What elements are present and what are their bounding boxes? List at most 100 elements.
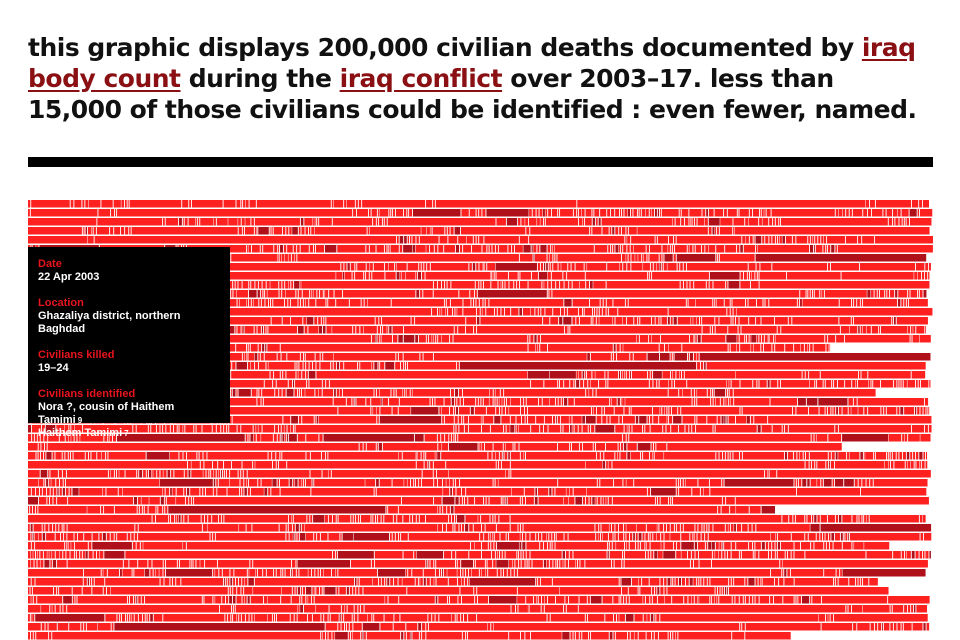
incident-stripe[interactable] (916, 461, 920, 469)
incident-stripe[interactable] (745, 218, 749, 226)
incident-stripe[interactable] (698, 524, 702, 532)
incident-stripe[interactable] (171, 470, 174, 478)
incident-stripe[interactable] (559, 317, 563, 325)
incident-stripe[interactable] (433, 281, 437, 289)
incident-stripe[interactable] (414, 434, 424, 442)
incident-stripe[interactable] (353, 533, 390, 541)
incident-stripe[interactable] (121, 200, 125, 208)
incident-stripe[interactable] (503, 443, 506, 451)
incident-stripe[interactable] (441, 407, 450, 415)
incident-stripe[interactable] (499, 398, 502, 406)
incident-stripe[interactable] (613, 533, 615, 541)
incident-stripe[interactable] (332, 515, 336, 523)
incident-stripe[interactable] (919, 200, 923, 208)
incident-stripe[interactable] (339, 614, 341, 622)
incident-stripe[interactable] (708, 542, 712, 550)
incident-stripe[interactable] (46, 452, 52, 460)
incident-stripe[interactable] (240, 479, 244, 487)
incident-stripe[interactable] (371, 209, 377, 217)
incident-stripe[interactable] (69, 623, 81, 631)
incident-stripe[interactable] (761, 506, 775, 514)
incident-stripe[interactable] (756, 524, 810, 532)
incident-stripe[interactable] (511, 569, 514, 577)
incident-stripe[interactable] (442, 281, 445, 289)
incident-stripe[interactable] (57, 497, 68, 505)
incident-stripe[interactable] (547, 614, 550, 622)
incident-stripe[interactable] (607, 542, 609, 550)
incident-stripe[interactable] (412, 245, 416, 253)
incident-stripe[interactable] (438, 479, 443, 487)
incident-stripe[interactable] (740, 281, 750, 289)
incident-stripe[interactable] (136, 425, 148, 433)
incident-stripe[interactable] (633, 209, 637, 217)
incident-stripe[interactable] (335, 569, 338, 577)
incident-stripe[interactable] (410, 389, 412, 397)
incident-stripe[interactable] (510, 398, 521, 406)
incident-stripe[interactable] (496, 542, 519, 550)
incident-stripe[interactable] (769, 299, 797, 307)
incident-stripe[interactable] (420, 578, 423, 586)
incident-stripe[interactable] (59, 434, 65, 442)
incident-stripe[interactable] (375, 560, 426, 568)
incident-stripe[interactable] (820, 371, 859, 379)
incident-stripe[interactable] (681, 371, 684, 379)
incident-stripe[interactable] (502, 407, 505, 415)
incident-stripe[interactable] (611, 209, 615, 217)
incident-stripe[interactable] (725, 452, 728, 460)
incident-stripe[interactable] (531, 632, 562, 640)
incident-stripe[interactable] (139, 506, 142, 514)
incident-stripe[interactable] (290, 425, 293, 433)
incident-stripe[interactable] (510, 524, 518, 532)
incident-stripe[interactable] (376, 479, 379, 487)
incident-stripe[interactable] (74, 434, 77, 442)
incident-stripe[interactable] (661, 317, 667, 325)
incident-stripe[interactable] (496, 272, 508, 280)
incident-stripe[interactable] (816, 434, 828, 442)
incident-stripe[interactable] (520, 452, 524, 460)
incident-stripe[interactable] (508, 245, 512, 253)
incident-stripe[interactable] (285, 569, 291, 577)
incident-stripe[interactable] (282, 452, 306, 460)
incident-stripe[interactable] (672, 353, 674, 361)
incident-stripe[interactable] (543, 263, 546, 271)
incident-stripe[interactable] (53, 587, 57, 595)
incident-stripe[interactable] (600, 533, 603, 541)
incident-stripe[interactable] (441, 569, 443, 577)
incident-stripe[interactable] (434, 560, 436, 568)
incident-stripe[interactable] (605, 443, 618, 451)
incident-stripe[interactable] (544, 605, 564, 613)
incident-stripe[interactable] (160, 578, 164, 586)
incident-stripe[interactable] (918, 380, 921, 388)
incident-stripe[interactable] (659, 209, 661, 217)
incident-stripe[interactable] (167, 470, 171, 478)
incident-stripe[interactable] (739, 452, 742, 460)
incident-stripe[interactable] (499, 515, 510, 523)
incident-stripe[interactable] (543, 542, 547, 550)
incident-stripe[interactable] (897, 380, 899, 388)
incident-stripe[interactable] (724, 398, 726, 406)
incident-stripe[interactable] (344, 362, 358, 370)
incident-stripe[interactable] (359, 587, 363, 595)
incident-stripe[interactable] (379, 479, 392, 487)
incident-stripe[interactable] (527, 416, 536, 424)
incident-stripe[interactable] (694, 281, 706, 289)
incident-stripe[interactable] (320, 569, 324, 577)
incident-stripe[interactable] (28, 452, 36, 460)
incident-stripe[interactable] (38, 443, 41, 451)
incident-stripe[interactable] (636, 524, 646, 532)
incident-stripe[interactable] (672, 497, 722, 505)
incident-stripe[interactable] (57, 587, 59, 595)
incident-stripe[interactable] (674, 380, 687, 388)
incident-stripe[interactable] (728, 587, 889, 595)
incident-stripe[interactable] (493, 443, 503, 451)
incident-stripe[interactable] (310, 515, 313, 523)
incident-stripe[interactable] (720, 398, 724, 406)
incident-stripe[interactable] (759, 551, 769, 559)
incident-stripe[interactable] (28, 578, 31, 586)
incident-stripe[interactable] (295, 362, 297, 370)
incident-stripe[interactable] (536, 533, 539, 541)
incident-stripe[interactable] (35, 578, 83, 586)
incident-stripe[interactable] (923, 200, 929, 208)
incident-stripe[interactable] (705, 245, 709, 253)
incident-stripe[interactable] (579, 281, 586, 289)
